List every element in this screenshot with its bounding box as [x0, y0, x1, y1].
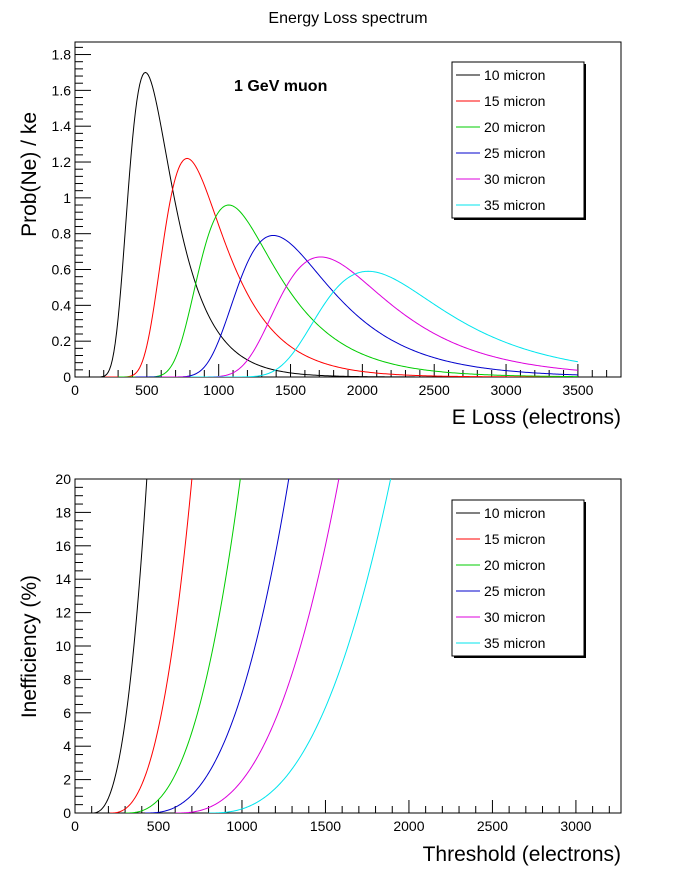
legend-entry: 35 micron: [484, 197, 545, 213]
chart-annotation: 1 GeV muon: [234, 78, 327, 95]
series-line-10-micron: [89, 71, 578, 377]
series-line-35-micron: [208, 479, 392, 813]
x-tick-label: 1500: [310, 818, 341, 834]
page-title: Energy Loss spectrum: [268, 10, 428, 27]
y-tick-label: 18: [55, 504, 71, 520]
y-tick-label: 1: [63, 190, 71, 206]
legend-entry: 25 micron: [484, 583, 545, 599]
legend-entry: 25 micron: [484, 145, 545, 161]
series-line-10-micron: [91, 479, 148, 813]
series-line-30-micron: [175, 479, 340, 813]
legend-entry: 15 micron: [484, 93, 545, 109]
y-tick-label: 0: [63, 369, 71, 385]
series-line-20-micron: [118, 204, 578, 377]
y-tick-label: 10: [55, 638, 71, 654]
x-tick-label: 2000: [347, 382, 378, 398]
y-tick-label: 0.2: [52, 333, 72, 349]
series-line-25-micron: [145, 479, 290, 813]
y-tick-label: 4: [63, 738, 71, 754]
x-tick-label: 1000: [203, 382, 234, 398]
y-axis-title: Inefficiency (%): [18, 575, 41, 718]
series-line-15-micron: [105, 157, 578, 377]
y-tick-label: 8: [63, 671, 71, 687]
x-tick-label: 3000: [490, 382, 521, 398]
y-tick-label: 20: [55, 471, 71, 487]
legend-entry: 20 micron: [484, 119, 545, 135]
x-axis-title: Threshold (electrons): [423, 843, 621, 866]
x-tick-label: 0: [71, 818, 79, 834]
y-tick-label: 1.2: [52, 154, 72, 170]
y-axis-title: Prob(Ne) / ke: [18, 112, 41, 237]
series-line-30-micron: [161, 256, 578, 377]
x-tick-label: 3500: [562, 382, 593, 398]
legend-entry: 10 micron: [484, 67, 545, 83]
series-line-35-micron: [189, 270, 578, 377]
legend-entry: 20 micron: [484, 557, 545, 573]
series-line-20-micron: [125, 479, 241, 813]
x-tick-label: 500: [135, 382, 159, 398]
x-tick-label: 1000: [226, 818, 257, 834]
legend-entry: 10 micron: [484, 505, 545, 521]
legend-entry: 30 micron: [484, 171, 545, 187]
y-tick-label: 2: [63, 772, 71, 788]
x-tick-label: 0: [71, 382, 79, 398]
y-tick-label: 1.4: [52, 118, 72, 134]
y-tick-label: 0.6: [52, 262, 72, 278]
y-tick-label: 12: [55, 605, 71, 621]
y-tick-label: 14: [55, 571, 71, 587]
x-axis-title: E Loss (electrons): [452, 406, 621, 429]
y-tick-label: 0.8: [52, 226, 72, 242]
x-tick-label: 500: [147, 818, 171, 834]
y-tick-label: 1.8: [52, 47, 72, 63]
x-tick-label: 2500: [477, 818, 508, 834]
x-tick-label: 3000: [560, 818, 591, 834]
legend-entry: 30 micron: [484, 609, 545, 625]
legend-box: [451, 499, 585, 657]
series-line-25-micron: [135, 234, 578, 377]
legend-box: [451, 61, 585, 219]
series-line-15-micron: [110, 479, 193, 813]
y-tick-label: 0.4: [52, 297, 72, 313]
legend-entry: 15 micron: [484, 531, 545, 547]
y-tick-label: 6: [63, 705, 71, 721]
y-tick-label: 16: [55, 538, 71, 554]
y-tick-label: 0: [63, 805, 71, 821]
y-tick-label: 1.6: [52, 82, 72, 98]
x-tick-label: 2000: [393, 818, 424, 834]
legend-entry: 35 micron: [484, 635, 545, 651]
x-tick-label: 2500: [419, 382, 450, 398]
x-tick-label: 1500: [275, 382, 306, 398]
